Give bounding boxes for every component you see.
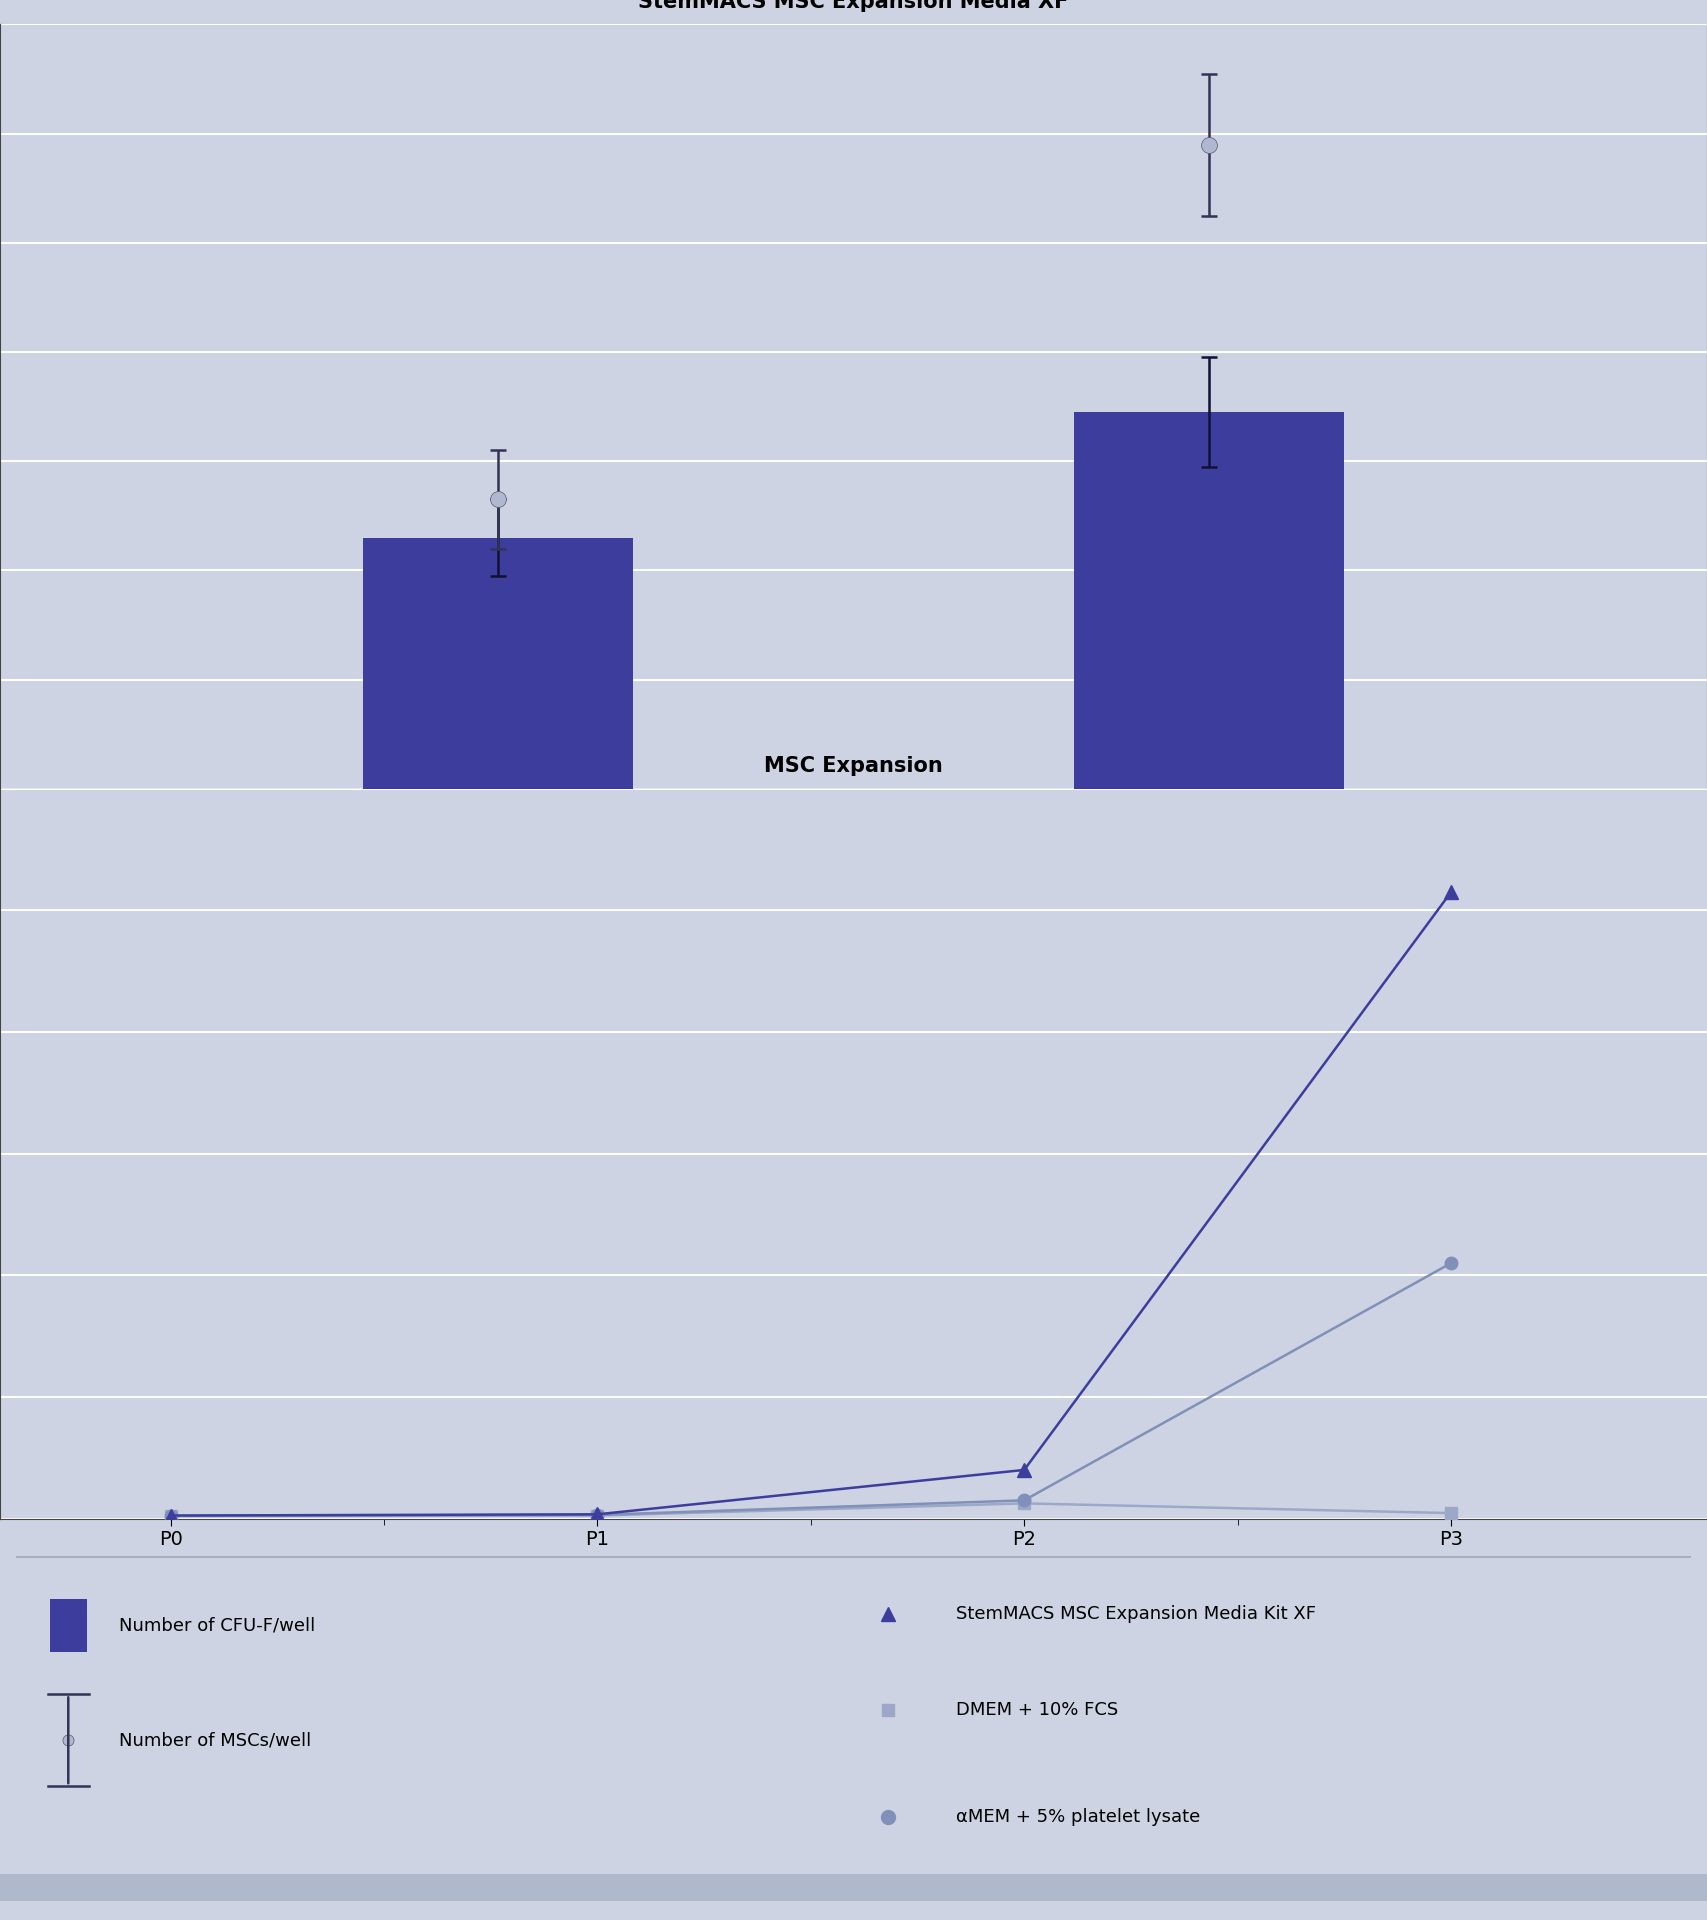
Bar: [0, 1874, 1707, 1901]
Bar: [50, 1599, 87, 1653]
Point: [1195, 129, 1222, 159]
Text: Number of MSCs/well: Number of MSCs/well: [119, 1732, 312, 1749]
Text: DMEM + 10% FCS: DMEM + 10% FCS: [956, 1701, 1118, 1718]
Title: MSC Expansion: MSC Expansion: [765, 756, 942, 776]
Bar: [1074, 413, 1345, 789]
Text: αMEM + 5% platelet lysate: αMEM + 5% platelet lysate: [956, 1809, 1200, 1826]
Title: Clonogenic potential using
StemMACS MSC Expansion Media XF: Clonogenic potential using StemMACS MSC …: [638, 0, 1069, 12]
Point: [485, 484, 512, 515]
Bar: [364, 538, 633, 789]
Text: Number of CFU-F/well: Number of CFU-F/well: [119, 1617, 316, 1634]
Text: StemMACS MSC Expansion Media Kit XF: StemMACS MSC Expansion Media Kit XF: [956, 1605, 1316, 1622]
